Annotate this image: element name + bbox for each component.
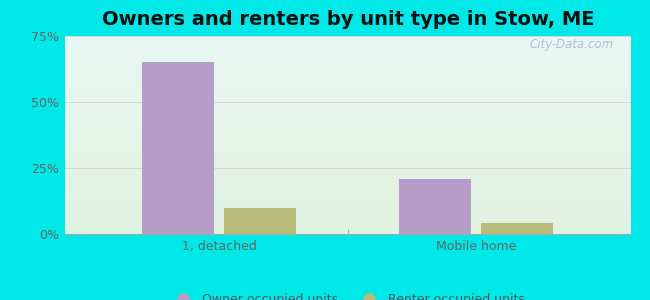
Bar [399, 178, 471, 234]
Legend: Owner occupied units, Renter occupied units: Owner occupied units, Renter occupied un… [166, 288, 530, 300]
Bar [224, 208, 296, 234]
Text: City-Data.com: City-Data.com [529, 38, 614, 51]
Title: Owners and renters by unit type in Stow, ME: Owners and renters by unit type in Stow,… [101, 10, 594, 29]
Bar [482, 224, 553, 234]
Bar [142, 62, 214, 234]
